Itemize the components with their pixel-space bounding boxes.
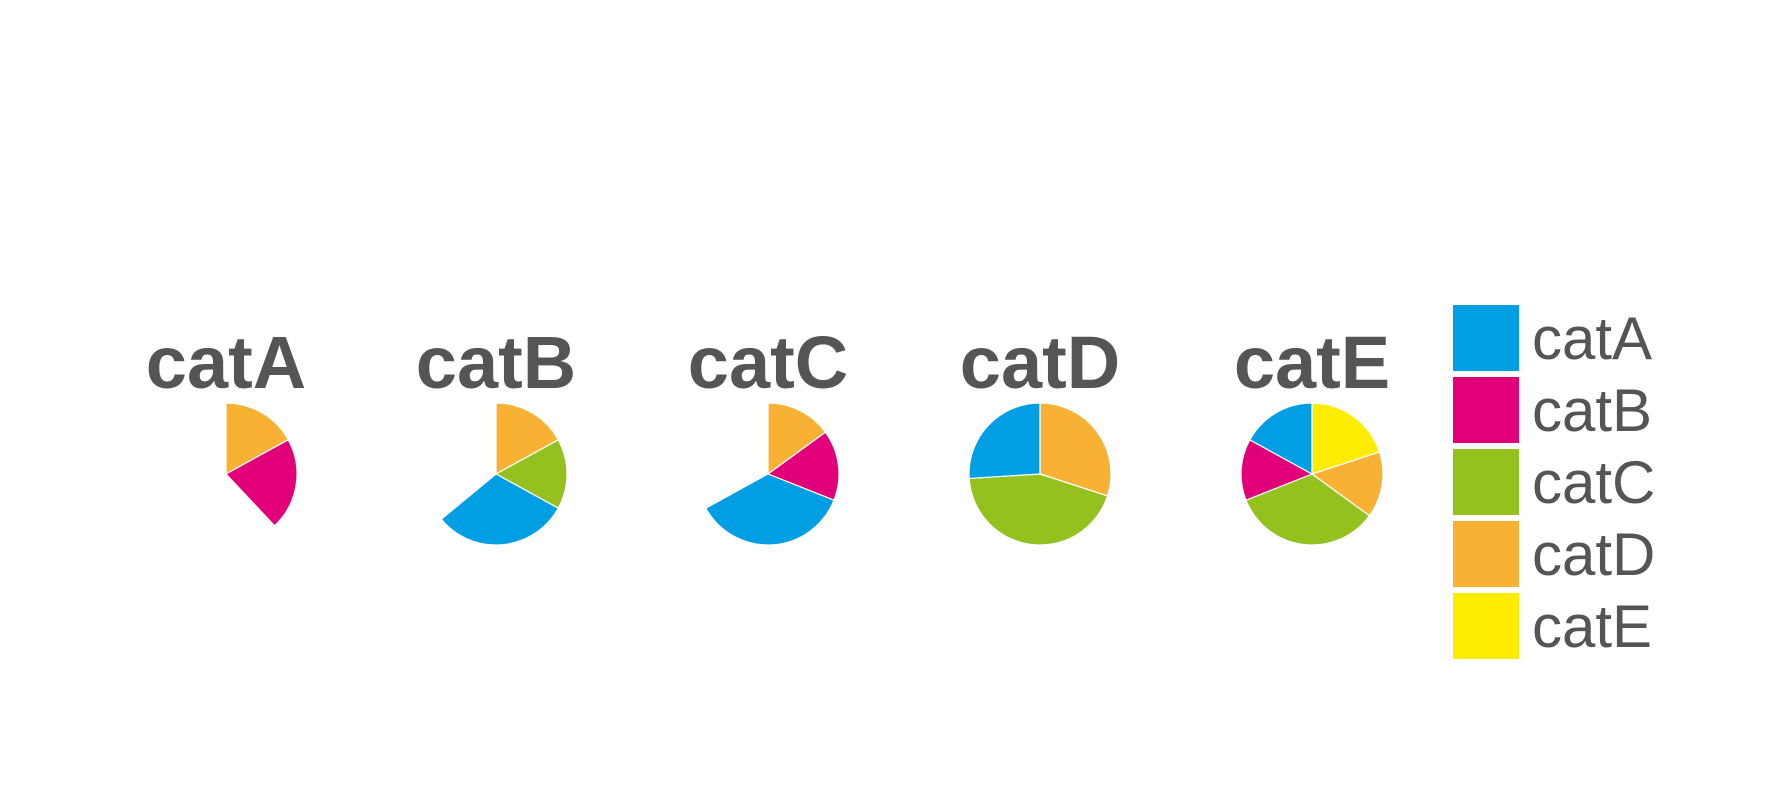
pie-slice-catd [225,402,289,475]
panel-title: catC [688,321,848,404]
pie-slice-cata [968,402,1041,480]
legend-swatch [1453,449,1519,515]
legend-item-cata: catA [1453,305,1652,372]
legend-swatch [1453,593,1519,659]
pie-panel-catE: catE [1234,321,1390,546]
pie-slice-catc [495,439,568,509]
pie-slice-cata [440,473,559,546]
pie-panel-catA: catA [146,321,306,527]
legend-label: catC [1532,449,1655,516]
legend-item-catd: catD [1453,521,1655,588]
legend-label: catD [1532,521,1655,588]
pie-slice-cata [705,473,835,546]
legend-item-catb: catB [1453,377,1652,444]
legend-item-catc: catC [1453,449,1655,516]
legend-item-cate: catE [1453,593,1652,660]
legend-label: catA [1532,305,1652,372]
panel-title: catE [1234,321,1390,404]
legend-swatch [1453,377,1519,443]
pie-slice-catd [1311,451,1384,517]
pie-panels: catA catB catC catD catE [146,321,1390,546]
pie-slice-catb [767,431,840,501]
legend-swatch [1453,521,1519,587]
pie-slice-catb [225,439,298,527]
panel-title: catD [960,321,1120,404]
pie-slice-catd [767,402,827,475]
panel-title: catB [416,321,576,404]
legend-label: catE [1532,593,1652,660]
pie-panel-catB: catB [416,321,576,546]
pie-slice-catd [495,402,559,475]
pie-slice-catc [968,473,1109,546]
pie-slice-cate [1311,402,1381,475]
legend-swatch [1453,305,1519,371]
legend-label: catB [1532,377,1652,444]
pie-slice-catb [1240,439,1313,501]
pie-slice-cata [1249,402,1313,475]
pie-slice-catd [1039,402,1112,497]
pie-slice-catc [1245,473,1371,546]
pie-panel-catD: catD [960,321,1120,546]
panel-title: catA [146,321,306,404]
pie-panel-catC: catC [688,321,848,546]
